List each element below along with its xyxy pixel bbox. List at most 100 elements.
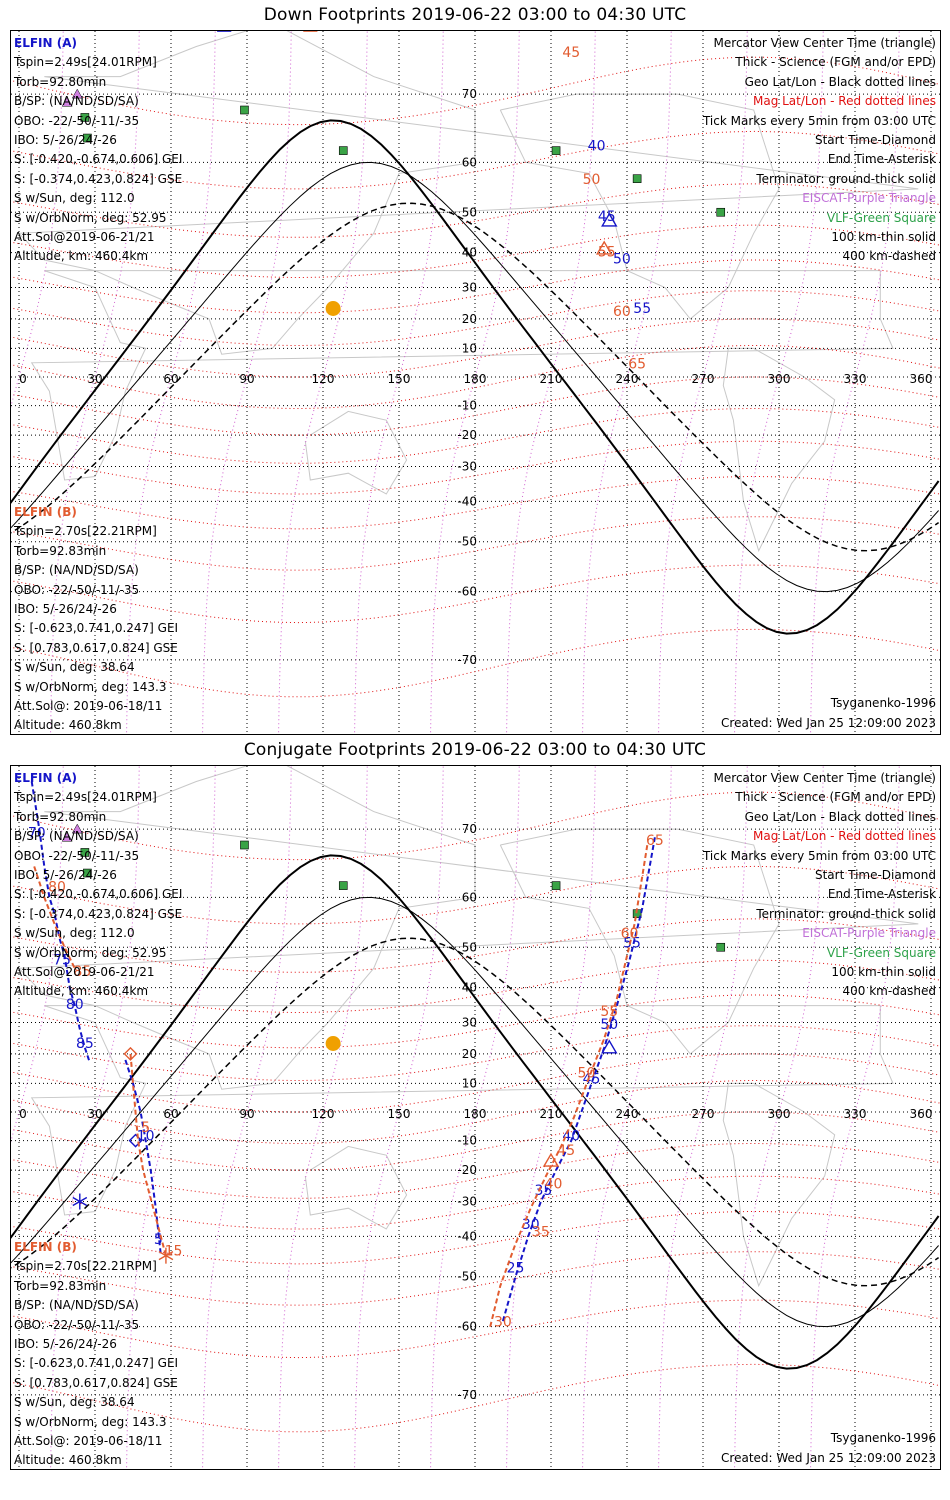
elfin-a-line: IBO: 5/-26/24/-26 bbox=[14, 868, 117, 883]
legend-item: End Time-Asterisk bbox=[827, 887, 936, 902]
subsolar-point-icon bbox=[325, 1035, 341, 1051]
legend-item: End Time-Asterisk bbox=[827, 152, 936, 167]
elfin-a-tick-label: 65 bbox=[284, 31, 302, 35]
legend-down: Mercator View Center Time (triangle) Thi… bbox=[703, 34, 936, 267]
elfin-b-line: B/SP: (NA/ND/SD/SA) bbox=[14, 563, 139, 578]
lat-tick-label: -50 bbox=[457, 535, 477, 549]
eiscat-triangle-icon bbox=[61, 831, 73, 842]
elfin-b-tick-label: 35 bbox=[532, 1224, 550, 1240]
elfin-b-line: Altitude: 460.8km bbox=[14, 718, 122, 733]
elfin-a-tick-label: 5 bbox=[154, 1232, 163, 1248]
elfin-a-track bbox=[30, 781, 91, 1064]
elfin-a-line: S: [-0.374,0.423,0.824] GSE bbox=[14, 171, 183, 186]
lon-tick-label: 300 bbox=[768, 372, 791, 386]
elfin-b-line: S: [0.783,0.617,0.824] GSE bbox=[14, 1375, 178, 1390]
mercator-map-conjugate: 0 30 60 90 120 150 180 210 240 270 300 330 360 70 60 50… bbox=[11, 766, 940, 1469]
legend-item: Geo Lat/Lon - Black dotted lines bbox=[744, 809, 936, 824]
mag-latitude-line bbox=[11, 994, 940, 1049]
elfin-a-line: IBO: 5/-26/24/-26 bbox=[14, 133, 117, 148]
elfin-b-line: IBO: 5/-26/24/-26 bbox=[14, 602, 117, 617]
lon-tick-label: 90 bbox=[239, 372, 254, 386]
vlf-square-icon bbox=[338, 881, 348, 890]
lat-tick-label: 60 bbox=[462, 155, 477, 169]
lon-tick-label: 300 bbox=[768, 1107, 791, 1121]
elfin-a-tick-label: 50 bbox=[613, 252, 631, 268]
lon-tick-label: 270 bbox=[692, 372, 715, 386]
lat-tick-label: 10 bbox=[462, 1076, 477, 1090]
elfin-a-line: S w/OrbNorm, deg: 52.95 bbox=[14, 210, 167, 225]
elfin-a-end-asterisk-icon bbox=[72, 1193, 88, 1210]
elfin-a-info-down: ELFIN (A) Tspin=2.49s[24.01RPM] Torb=92.… bbox=[14, 34, 182, 267]
elfin-a-tick-label: 25 bbox=[532, 31, 550, 35]
created-label-down: Created: Wed Jan 25 12:09:00 2023 bbox=[721, 716, 936, 730]
elfin-a-line: S w/Sun, deg: 112.0 bbox=[14, 191, 135, 206]
elfin-b-tick-label: 40 bbox=[547, 31, 565, 35]
mag-latitude-line bbox=[11, 56, 940, 126]
elfin-b-line: Att.Sol@: 2019-06-18/11 bbox=[14, 1434, 163, 1449]
elfin-b-tick-label: 60 bbox=[621, 926, 639, 942]
elfin-a-tick-label: 55 bbox=[633, 301, 651, 317]
lon-tick-label: 150 bbox=[388, 1107, 411, 1121]
vlf-square-icon bbox=[338, 146, 348, 155]
elfin-b-track bbox=[129, 1053, 167, 1256]
lat-tick-label: 40 bbox=[462, 981, 477, 995]
elfin-a-tick-label: 80 bbox=[223, 31, 241, 35]
elfin-a-line: S w/Sun, deg: 112.0 bbox=[14, 926, 135, 941]
lon-tick-label: 240 bbox=[616, 1107, 639, 1121]
elfin-b-start-diamond-icon bbox=[123, 1046, 138, 1061]
lat-tick-label: -40 bbox=[457, 494, 477, 508]
mag-latitude-line bbox=[11, 791, 940, 861]
elfin-a-tick-label: 85 bbox=[213, 31, 231, 35]
subsolar-point-icon bbox=[325, 300, 341, 316]
lon-tick-label: 120 bbox=[312, 372, 335, 386]
elfin-a-line: Altitude, km: 460.4km bbox=[14, 249, 149, 264]
elfin-b-line: B/SP: (NA/ND/SD/SA) bbox=[14, 1298, 139, 1313]
elfin-b-line: S w/OrbNorm, deg: 143.3 bbox=[14, 1414, 167, 1429]
legend-item: Tick Marks every 5min from 03:00 UTC bbox=[702, 113, 936, 128]
legend-item: Mercator View Center Time (triangle) bbox=[713, 771, 936, 785]
elfin-a-center-triangle-icon bbox=[601, 1039, 618, 1054]
lat-tick-label: 20 bbox=[462, 1047, 477, 1061]
elfin-b-tick-label: 45 bbox=[557, 1143, 575, 1159]
coastline bbox=[499, 828, 780, 1055]
lat-tick-label: -40 bbox=[457, 1229, 477, 1243]
elfin-b-track bbox=[489, 844, 649, 1327]
legend-item: Start Time-Diamond bbox=[814, 133, 936, 148]
elfin-b-line: Altitude: 460.8km bbox=[14, 1453, 122, 1468]
elfin-a-line: B/SP: (NA/ND/SD/SA) bbox=[14, 94, 139, 109]
elfin-b-line: S: [-0.623,0.741,0.247] GEI bbox=[14, 621, 179, 636]
lon-tick-label: 180 bbox=[464, 1107, 487, 1121]
lat-tick-label: 70 bbox=[462, 822, 477, 836]
elfin-b-line: Torb=92.83min bbox=[14, 1278, 107, 1293]
legend-item: 400 km-dashed bbox=[842, 249, 936, 264]
elfin-a-tick-label: 55 bbox=[623, 935, 641, 951]
terminator-ground bbox=[11, 854, 940, 1370]
lon-tick-label: 90 bbox=[239, 1107, 254, 1121]
lat-tick-label: 30 bbox=[462, 1015, 477, 1029]
mag-latitude-line bbox=[11, 259, 940, 314]
vlf-square-icon bbox=[83, 868, 92, 878]
map-layer: 0 30 60 90 120 150 180 210 240 270 300 330 360 70 60 50… bbox=[11, 766, 940, 1469]
elfin-b-tick-label: 65 bbox=[628, 356, 646, 372]
elfin-a-tick-label: 10 bbox=[127, 31, 145, 35]
panel-title-conjugate: Conjugate Footprints 2019-06-22 03:00 to… bbox=[243, 740, 707, 760]
elfin-b-tick-label: 65 bbox=[284, 31, 302, 35]
vlf-square-icon bbox=[80, 848, 90, 857]
legend-item: Terminator: ground-thick solid bbox=[756, 906, 936, 921]
legend-item: Geo Lat/Lon - Black dotted lines bbox=[744, 74, 936, 89]
elfin-a-line: OBO: -22/-50/-11/-35 bbox=[14, 848, 140, 863]
legend-item: Mag Lat/Lon - Red dotted lines bbox=[752, 94, 936, 109]
elfin-b-info-down: ELFIN (B) Tspin=2.70s[22.21RPM] Torb=92.… bbox=[14, 503, 179, 734]
lat-tick-label: -70 bbox=[457, 1388, 477, 1402]
elfin-a-track bbox=[501, 837, 656, 1322]
lat-tick-label: 50 bbox=[462, 205, 477, 219]
lon-tick-label: 30 bbox=[87, 372, 102, 386]
elfin-a-tick-label: 25 bbox=[507, 1260, 525, 1276]
elfin-b-tick-label: 55 bbox=[598, 244, 616, 260]
elfin-a-tick-label: 80 bbox=[66, 997, 84, 1013]
elfin-b-line: IBO: 5/-26/24/-26 bbox=[14, 1337, 117, 1352]
lat-tick-label: -30 bbox=[457, 1195, 477, 1209]
elfin-b-tick-label: 5 bbox=[141, 1120, 150, 1136]
elfin-b-tick-label: 55 bbox=[600, 1004, 618, 1020]
terminator-400km bbox=[11, 202, 940, 552]
